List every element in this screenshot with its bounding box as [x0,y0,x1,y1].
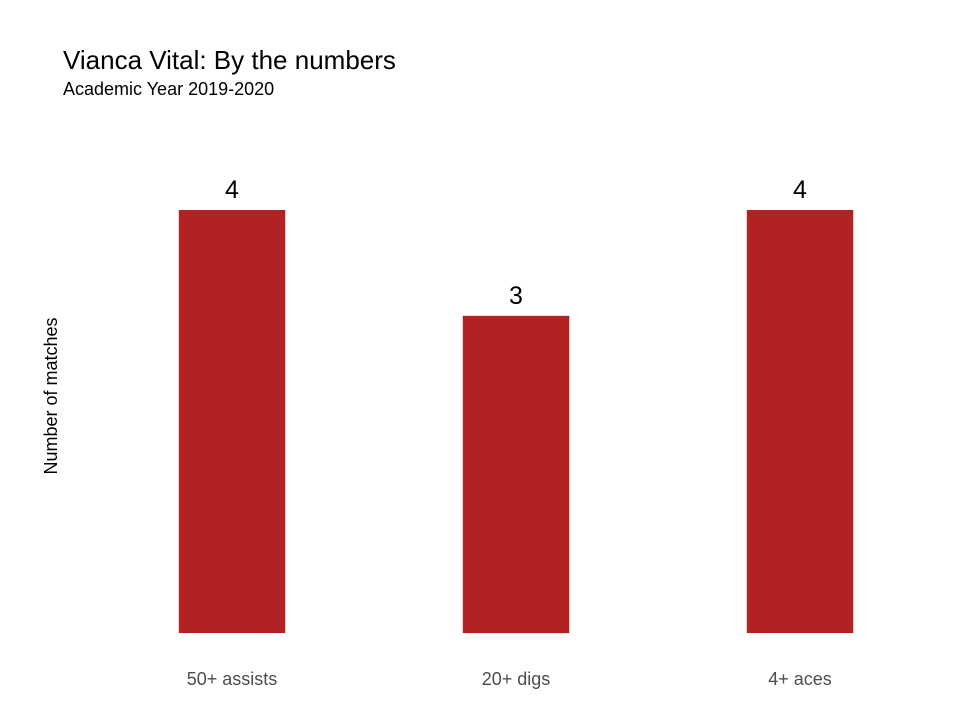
bar-value-label: 3 [509,282,523,310]
bar [462,315,570,634]
x-axis-tick-label: 50+ assists [187,669,278,689]
chart-title: Vianca Vital: By the numbers [63,45,396,75]
y-axis-label: Number of matches [41,317,61,474]
x-axis-tick-label: 4+ aces [768,669,832,689]
x-axis-tick-label: 20+ digs [482,669,551,689]
bar-value-label: 4 [225,176,239,204]
chart-subtitle: Academic Year 2019-2020 [63,79,274,99]
bar [178,210,286,633]
x-axis-tick-labels: 50+ assists 20+ digs 4+ aces [187,669,832,689]
bar-value-label: 4 [793,176,807,204]
data-labels-layer: 4 3 4 [225,176,807,310]
bar [746,210,854,633]
bars-layer [178,210,854,634]
